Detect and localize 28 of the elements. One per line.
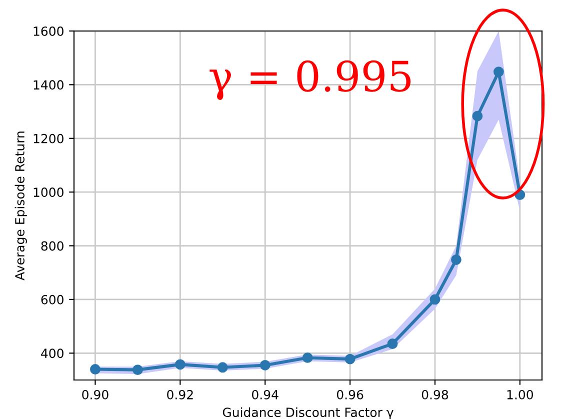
annotation: γ = 0.995 bbox=[210, 60, 411, 100]
y-tick-label: 800 bbox=[41, 241, 64, 251]
x-tick-label: 1.00 bbox=[507, 390, 534, 400]
point bbox=[472, 110, 483, 122]
y-tick-label: 400 bbox=[41, 348, 64, 358]
x-tick-label: 0.98 bbox=[422, 390, 448, 400]
x-axis-title: Guidance Discount Factor γ bbox=[222, 407, 394, 419]
point bbox=[217, 362, 228, 373]
x-tick-label: 0.90 bbox=[82, 390, 108, 400]
point bbox=[430, 294, 440, 305]
y-tick-label: 1400 bbox=[34, 80, 64, 90]
point bbox=[302, 352, 313, 363]
point bbox=[387, 338, 398, 349]
x-tick-label: 0.92 bbox=[167, 390, 193, 400]
point bbox=[174, 359, 186, 370]
point bbox=[344, 354, 356, 364]
y-tick-label: 1000 bbox=[34, 188, 64, 198]
point bbox=[90, 364, 100, 374]
y-axis-title: Average Episode Return bbox=[14, 132, 27, 280]
y-tick-label: 1600 bbox=[34, 26, 64, 36]
x-tick-label: 0.96 bbox=[336, 390, 364, 400]
point bbox=[260, 360, 270, 370]
point bbox=[451, 254, 462, 265]
y-tick-label: 1200 bbox=[34, 134, 64, 144]
x-tick-label: 0.94 bbox=[252, 390, 278, 400]
y-tick-label: 600 bbox=[41, 294, 64, 304]
point bbox=[493, 66, 504, 78]
point bbox=[132, 364, 143, 376]
